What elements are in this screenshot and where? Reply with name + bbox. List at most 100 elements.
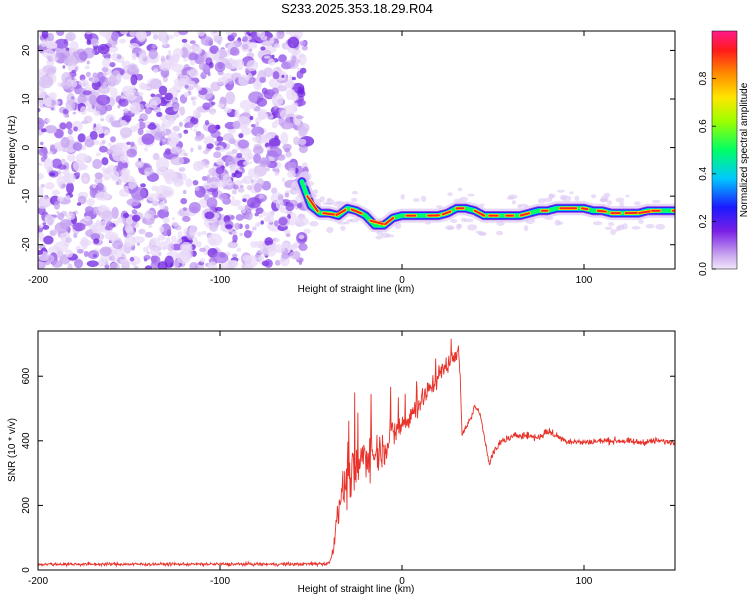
noise-blob [264, 259, 273, 268]
noise-blob [97, 43, 110, 55]
ridge-halo [496, 230, 503, 236]
noise-blob [196, 241, 202, 248]
noise-blob [237, 187, 245, 193]
noise-blob [161, 186, 174, 198]
noise-blob [157, 234, 166, 241]
noise-blob [97, 127, 104, 135]
noise-blob [234, 109, 240, 119]
noise-blob [232, 234, 238, 243]
noise-blob [73, 233, 78, 239]
noise-blob [210, 101, 216, 106]
noise-blob [168, 55, 179, 66]
noise-blob [158, 226, 165, 233]
noise-blob [96, 182, 104, 192]
y-tick-label: 400 [21, 432, 32, 449]
noise-blob [197, 231, 202, 237]
noise-blob [259, 76, 267, 84]
ridge-core [322, 212, 336, 216]
noise-blob [261, 87, 268, 95]
noise-blob [171, 221, 179, 227]
noise-blob [150, 93, 156, 98]
x-tick-label: -100 [210, 275, 230, 286]
noise-blob [124, 88, 138, 101]
noise-blob [128, 178, 138, 190]
noise-blob [68, 108, 73, 112]
ridge-halo [655, 223, 666, 230]
noise-blob [285, 232, 291, 238]
noise-blob [263, 67, 274, 78]
ridge-halo [325, 198, 335, 206]
noise-blob [95, 191, 110, 201]
noise-blob [242, 198, 247, 202]
noise-blob [65, 31, 76, 42]
noise-blob [118, 38, 127, 44]
colorbar-label: Normalized spectral amplitude [739, 82, 750, 217]
noise-blob [182, 189, 187, 195]
ridge-halo [518, 203, 529, 208]
noise-blob [38, 231, 44, 239]
ridge-halo [309, 221, 319, 227]
noise-blob [45, 118, 51, 124]
noise-blob [227, 241, 238, 249]
noise-blob [245, 210, 253, 221]
noise-blob [245, 263, 253, 269]
noise-blob [204, 211, 215, 220]
noise-blob [285, 202, 295, 212]
noise-blob [55, 48, 70, 60]
noise-blob [75, 171, 81, 177]
noise-blob [110, 87, 118, 99]
noise-blob [130, 141, 135, 147]
noise-blob [49, 144, 55, 149]
noise-blob [204, 119, 210, 126]
noise-blob [277, 85, 288, 92]
noise-blob [147, 193, 160, 202]
noise-blob [179, 250, 192, 261]
noise-blob [84, 65, 91, 70]
noise-blob [282, 104, 298, 114]
colorbar: 0.0 0.2 0.4 0.6 0.8 Normalized spectral ampl… [698, 30, 750, 276]
noise-blob [93, 238, 100, 244]
noise-blob [149, 237, 161, 246]
noise-blob [229, 46, 240, 56]
x-tick-label: -200 [28, 576, 48, 587]
noise-blob [118, 98, 129, 107]
snr-y-label: SNR (10 * v/v) [7, 418, 18, 482]
noise-blob [189, 127, 193, 131]
noise-blob [162, 216, 170, 224]
noise-blob [56, 251, 64, 259]
ridge-core [369, 219, 386, 226]
noise-blob [168, 118, 175, 125]
noise-blob [86, 198, 95, 207]
y-tick-label: -10 [21, 188, 32, 203]
noise-blob [296, 67, 300, 70]
noise-blob [251, 124, 256, 128]
noise-blob [148, 48, 158, 60]
noise-blob [41, 31, 49, 39]
noise-blob [70, 87, 75, 91]
noise-blob [127, 63, 138, 73]
snr-frame [37, 330, 676, 571]
noise-blob [95, 152, 102, 157]
noise-blob [251, 226, 257, 231]
noise-blob [232, 253, 238, 258]
ridge-halo [561, 195, 572, 202]
ridge-core [384, 216, 395, 226]
noise-blob [129, 257, 135, 262]
noise-blob [137, 127, 144, 136]
noise-blob [251, 126, 265, 137]
noise-blob [45, 182, 55, 190]
noise-blob [49, 172, 56, 177]
noise-blob [208, 61, 214, 69]
noise-blob [66, 182, 74, 194]
noise-blob [62, 65, 66, 69]
noise-blob [207, 124, 218, 134]
noise-blob [65, 237, 72, 244]
noise-blob [57, 164, 67, 170]
ridge-halo [511, 200, 517, 205]
noise-blob [105, 220, 114, 231]
noise-blob [172, 125, 180, 132]
noise-blob [38, 117, 45, 130]
noise-blob [131, 261, 137, 267]
noise-blob [285, 88, 296, 101]
noise-blob [273, 237, 280, 243]
